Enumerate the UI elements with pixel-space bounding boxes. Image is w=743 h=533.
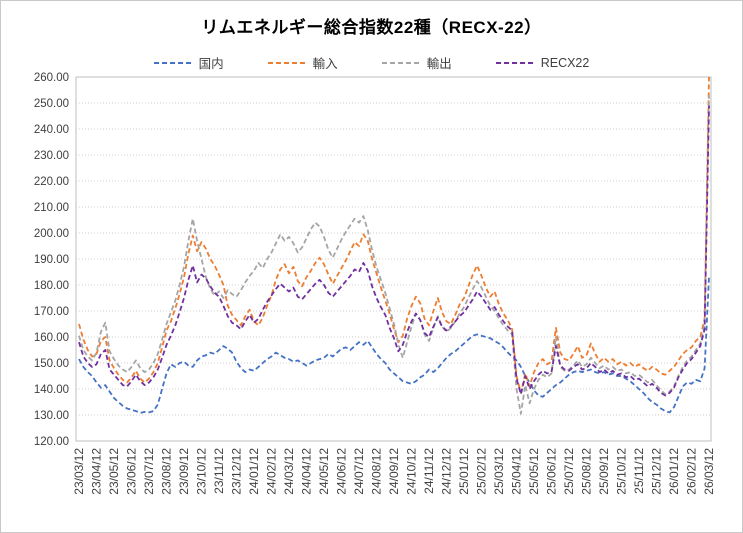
plot-border	[75, 76, 712, 442]
y-axis-label: 200.00	[34, 228, 69, 240]
y-axis-label: 210.00	[34, 202, 69, 214]
y-axis-label: 130.00	[34, 410, 69, 422]
x-axis-label: 24/02/12	[265, 448, 279, 495]
y-axis-label: 250.00	[34, 98, 69, 110]
x-axis-label: 23/06/12	[125, 448, 139, 495]
x-axis-label: 24/01/12	[247, 448, 261, 495]
y-axis-label: 190.00	[34, 254, 69, 266]
series-line-recx22	[78, 105, 710, 397]
x-axis-label: 23/10/12	[195, 448, 209, 495]
x-axis-label: 25/11/12	[632, 448, 646, 494]
x-axis-label: 25/02/12	[475, 448, 489, 495]
legend-item-import: 輸入	[267, 53, 338, 72]
legend-swatch-import	[267, 61, 308, 64]
x-axis-label: 25/10/12	[615, 448, 629, 495]
x-axis-label: 24/03/12	[282, 448, 296, 495]
legend-item-recx22: RECX22	[495, 55, 590, 70]
x-axis-label: 24/08/12	[370, 448, 384, 495]
legend-item-export: 輸出	[381, 53, 452, 72]
x-axis-label: 26/01/12	[667, 448, 681, 495]
y-axis-label: 220.00	[34, 176, 69, 188]
x-axis-label: 23/03/12	[72, 448, 86, 495]
legend-label-import: 輸入	[312, 57, 338, 71]
series-line-export	[78, 95, 710, 415]
y-axis-label: 240.00	[34, 124, 69, 136]
x-axis-label: 25/01/12	[457, 448, 471, 495]
x-axis-label: 24/07/12	[352, 448, 366, 495]
x-axis-label: 25/08/12	[580, 448, 594, 495]
legend-label-export: 輸出	[426, 57, 452, 71]
legend-label-domestic: 国内	[198, 57, 224, 71]
x-axis-label: 23/09/12	[177, 448, 191, 495]
x-axis-label: 26/02/12	[685, 448, 699, 495]
x-axis-label: 24/05/12	[317, 448, 331, 495]
series-line-import	[78, 76, 710, 394]
legend-swatch-recx22	[495, 61, 536, 64]
y-axis-label: 120.00	[34, 436, 69, 448]
x-axis-label: 24/10/12	[405, 448, 419, 495]
x-axis-label: 25/12/12	[650, 448, 664, 495]
y-axis-label: 260.00	[34, 72, 69, 84]
x-axis-label: 24/11/12	[422, 448, 436, 494]
x-axis-label: 25/05/12	[527, 448, 541, 495]
x-axis-label: 24/12/12	[440, 448, 454, 495]
legend-label-recx22: RECX22	[540, 55, 590, 70]
x-axis-label: 23/12/12	[230, 448, 244, 495]
x-axis-label: 25/06/12	[545, 448, 559, 495]
x-axis-label: 23/05/12	[107, 448, 121, 495]
chart-legend: 国内 輸入 輸出 RECX22	[1, 53, 742, 72]
x-axis-label: 25/09/12	[597, 448, 611, 495]
x-axis-label: 24/06/12	[335, 448, 349, 495]
x-axis-label: 25/07/12	[562, 448, 576, 495]
y-axis-label: 230.00	[34, 150, 69, 162]
y-axis-label: 150.00	[34, 358, 69, 370]
legend-item-domestic: 国内	[153, 53, 224, 72]
x-axis-label: 24/04/12	[300, 448, 314, 495]
y-axis-label: 180.00	[34, 280, 69, 292]
series-line-domestic	[78, 277, 710, 414]
x-axis-label: 25/04/12	[510, 448, 524, 495]
y-axis-label: 140.00	[34, 384, 69, 396]
x-axis-label: 23/08/12	[160, 448, 174, 495]
legend-swatch-export	[381, 61, 422, 64]
x-axis-label: 23/11/12	[212, 448, 226, 494]
x-axis-label: 23/07/12	[142, 448, 156, 495]
y-axis-label: 160.00	[34, 332, 69, 344]
y-axis-label: 170.00	[34, 306, 69, 318]
x-axis-label: 26/03/12	[702, 448, 716, 495]
x-axis-label: 24/09/12	[387, 448, 401, 495]
x-axis-label: 23/04/12	[90, 448, 104, 495]
legend-swatch-domestic	[153, 61, 194, 64]
chart-title: リムエネルギー総合指数22種（RECX-22）	[201, 18, 542, 37]
x-axis-label: 25/03/12	[492, 448, 506, 495]
